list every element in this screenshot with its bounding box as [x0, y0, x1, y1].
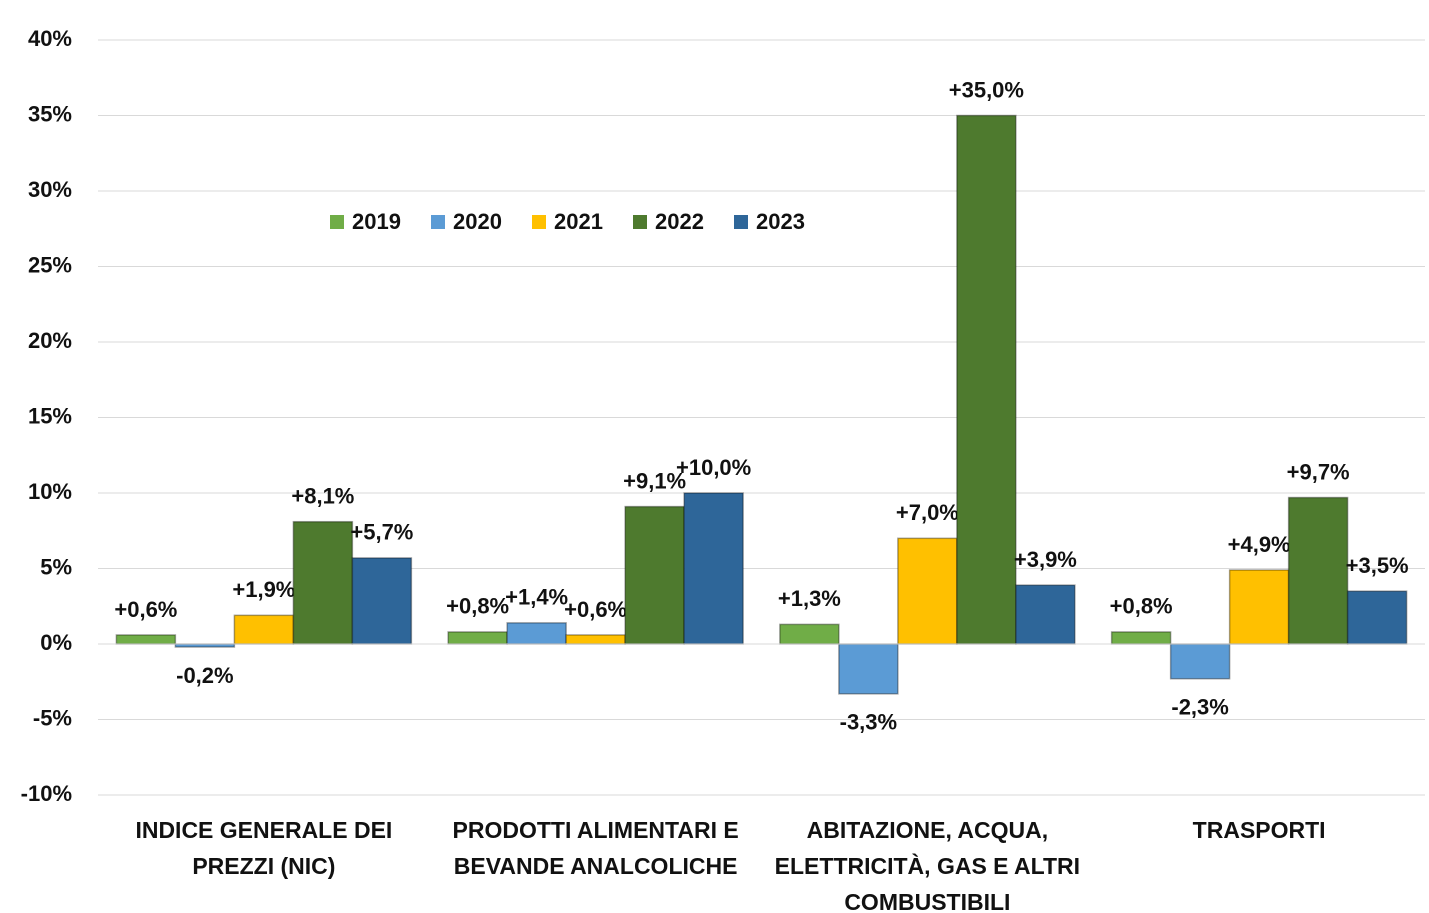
bar [624, 505, 685, 645]
data-label: +10,0% [676, 455, 751, 480]
data-label: +0,8% [1110, 594, 1173, 619]
data-label: +4,9% [1228, 532, 1291, 557]
data-label: +1,3% [778, 586, 841, 611]
y-tick-label: 25% [28, 252, 72, 277]
data-label: +9,7% [1287, 459, 1350, 484]
y-tick-label: 0% [40, 630, 72, 655]
data-label: +5,7% [350, 520, 413, 545]
legend-label: 2022 [655, 209, 704, 234]
bar [1015, 584, 1076, 645]
data-label: +1,4% [505, 585, 568, 610]
bar [233, 614, 295, 645]
x-tick-label: PRODOTTI ALIMENTARI E BEVANDE ANALCOLICH… [452, 817, 739, 879]
legend-swatch [532, 215, 546, 229]
data-label: +0,8% [446, 594, 509, 619]
y-tick-label: 30% [28, 177, 72, 202]
legend-label: 2019 [352, 209, 401, 234]
bar [292, 520, 354, 645]
data-label: -0,2% [176, 663, 233, 688]
bar [447, 631, 508, 645]
data-label: +3,5% [1346, 553, 1409, 578]
legend-swatch [633, 215, 647, 229]
y-tick-label: -10% [21, 781, 72, 806]
bar [506, 622, 567, 645]
bar [1228, 569, 1290, 645]
data-label: +9,1% [623, 468, 686, 493]
y-tick-label: 5% [40, 554, 72, 579]
bar [115, 634, 177, 645]
legend-label: 2023 [756, 209, 805, 234]
bar [779, 623, 840, 645]
y-tick-label: 20% [28, 328, 72, 353]
data-label: +8,1% [291, 484, 354, 509]
legend-swatch [734, 215, 748, 229]
y-tick-label: -5% [33, 705, 72, 730]
data-label: +0,6% [114, 597, 177, 622]
legend-label: 2020 [453, 209, 502, 234]
bar [1169, 643, 1231, 680]
data-label: +35,0% [949, 77, 1024, 102]
y-tick-label: 35% [28, 101, 72, 126]
bar [956, 114, 1017, 645]
legend-swatch [431, 215, 445, 229]
legend-label: 2021 [554, 209, 603, 234]
bar [897, 537, 958, 645]
bar [1110, 631, 1172, 645]
y-tick-label: 40% [28, 26, 72, 51]
bar [1346, 590, 1408, 645]
x-tick-label: TRASPORTI [1192, 817, 1326, 843]
x-tick-label: ABITAZIONE, ACQUA, ELETTRICITÀ, GAS E AL… [774, 817, 1081, 913]
data-label: +7,0% [896, 500, 959, 525]
legend-swatch [330, 215, 344, 229]
bar [838, 643, 899, 695]
data-label: -3,3% [840, 710, 897, 735]
bar [1287, 496, 1349, 645]
bar [683, 492, 744, 645]
data-label: -2,3% [1171, 695, 1228, 720]
x-tick-label: INDICE GENERALE DEI PREZZI (NIC) [135, 817, 393, 879]
y-tick-label: 10% [28, 479, 72, 504]
data-label: +3,9% [1014, 547, 1077, 572]
data-label: +1,9% [232, 577, 295, 602]
data-label: +0,6% [564, 597, 627, 622]
bar [565, 634, 626, 645]
bar [351, 557, 413, 645]
y-tick-label: 15% [28, 403, 72, 428]
